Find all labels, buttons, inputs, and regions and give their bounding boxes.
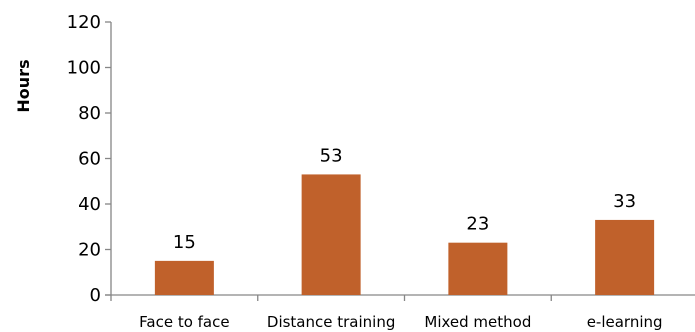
y-tick-label: 120 — [67, 12, 101, 33]
x-category-label: Face to face — [139, 313, 229, 331]
x-axis: Face to face Distance training Mixed metho… — [105, 294, 695, 331]
data-label: 15 — [173, 232, 196, 253]
y-tick-label: 40 — [78, 194, 101, 215]
y-axis: 0 20 40 60 80 100 120 — [67, 12, 112, 306]
y-tick-label: 100 — [67, 58, 101, 79]
x-category-label: Mixed method — [424, 313, 531, 331]
data-label: 53 — [320, 145, 343, 166]
bar — [595, 219, 655, 295]
data-label: 23 — [466, 214, 489, 235]
y-tick-label: 0 — [90, 285, 101, 306]
y-tick-label: 60 — [78, 149, 101, 170]
x-category-label: Distance training — [267, 313, 395, 331]
y-axis-title: Hours — [14, 59, 33, 112]
data-label: 33 — [613, 191, 636, 212]
x-category-label: e-learning — [587, 313, 663, 331]
bar — [301, 174, 361, 295]
y-tick-label: 80 — [78, 103, 101, 124]
bar — [448, 242, 508, 295]
bar — [154, 260, 214, 295]
bars: 15 53 23 33 — [154, 145, 655, 295]
y-tick-label: 20 — [78, 240, 101, 261]
